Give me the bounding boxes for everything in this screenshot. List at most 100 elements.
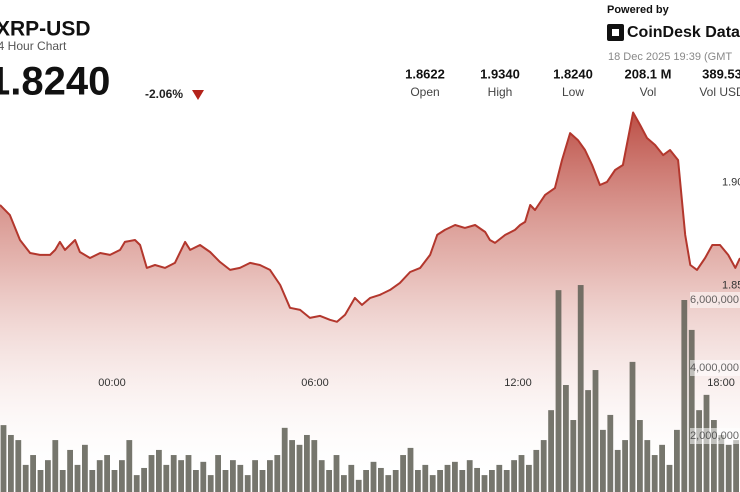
volume-bar	[156, 449, 162, 492]
subtitle: 24 Hour Chart	[0, 39, 67, 53]
volume-bar	[59, 470, 66, 492]
volume-bar	[570, 420, 577, 492]
stat-label: Open	[410, 85, 439, 99]
volume-bar	[518, 455, 525, 492]
volume-bar	[651, 455, 658, 492]
volume-bar	[126, 440, 133, 492]
volume-bar	[385, 475, 392, 492]
volume-bar	[659, 444, 665, 492]
volume-bar	[592, 370, 599, 492]
logo-icon-inner	[612, 29, 619, 36]
volume-bar	[688, 329, 695, 492]
volume-bar	[52, 440, 59, 492]
y-tick-label: 1.90	[722, 176, 740, 188]
volume-bar	[37, 470, 44, 492]
volume-bar	[696, 410, 702, 492]
stats: 1.8622 Open 1.9340 High 1.8240 Low 208.1 M Vol 3…	[405, 66, 740, 99]
volume-bar	[341, 475, 347, 492]
volume-bar	[363, 470, 369, 492]
y2-label-bg	[690, 428, 740, 444]
volume-bar	[533, 449, 540, 492]
volume-bar	[459, 470, 466, 492]
volume-bar	[8, 434, 14, 492]
volume-bar	[622, 440, 628, 492]
x-tick-label: 00:00	[98, 377, 126, 389]
volume-bar	[637, 420, 643, 492]
volume-bar	[503, 470, 510, 492]
volume-bar	[644, 440, 651, 492]
volume-bar	[104, 455, 110, 492]
volume-bar	[548, 410, 554, 492]
volume-bar	[304, 434, 310, 492]
price-area	[0, 112, 740, 492]
stat-value: 1.9340	[480, 66, 520, 81]
y2-tick-label: 4,000,000	[690, 362, 739, 374]
volume-bar	[30, 455, 36, 492]
stat-label: Low	[562, 85, 584, 99]
change: -2.06%	[145, 87, 183, 101]
volume-bar	[96, 460, 103, 492]
volume-bar	[711, 420, 717, 492]
volume-bar	[718, 434, 725, 492]
volume-bar	[392, 470, 399, 492]
stat-label: Vol USD	[699, 85, 740, 99]
volume-bar	[496, 464, 503, 492]
volume-bar	[244, 475, 251, 492]
down-arrow	[192, 90, 204, 100]
y-tick-label: 1.85	[722, 279, 740, 291]
x-tick-label: 06:00	[301, 377, 329, 389]
volume-bar	[0, 425, 7, 492]
y2-tick-label: 2,000,000	[690, 430, 739, 442]
volume-bar	[614, 449, 621, 492]
timestamp: 18 Dec 2025 19:39 (GMT	[608, 51, 732, 63]
volume-bar	[540, 440, 547, 492]
volume-bar	[318, 460, 325, 492]
x-tick-label: 12:00	[504, 377, 532, 389]
volume-bar	[555, 290, 562, 492]
volume-bar	[148, 455, 155, 492]
volume-bar	[45, 460, 51, 492]
volume-bar	[585, 390, 591, 492]
volume-bar	[333, 455, 340, 492]
volume-bar	[82, 444, 88, 492]
volume-bar	[207, 475, 214, 492]
volume-bar	[355, 479, 362, 492]
volume-bar	[577, 285, 584, 492]
volume-bar	[230, 460, 236, 492]
y2-tick-label: 6,000,000	[690, 294, 739, 306]
volume-bar	[281, 427, 288, 492]
volume-bar	[163, 464, 170, 492]
volume-bar	[326, 470, 332, 492]
volume-bar	[200, 461, 207, 492]
volume-bar	[193, 470, 199, 492]
volume-bar	[422, 464, 429, 492]
volume-bar	[185, 455, 192, 492]
logo: CoinDesk Data	[627, 24, 740, 41]
plot-area: 00:00 06:00 12:00 18:00 1.85 1.90 2,000,000 4,0…	[0, 111, 740, 492]
volume-bar	[407, 447, 414, 492]
volume-bar	[378, 467, 384, 492]
volume-bar	[311, 440, 318, 492]
volume-bar	[237, 464, 244, 492]
volume-bar	[600, 429, 606, 492]
volume-bar	[133, 475, 140, 492]
volume-bar	[452, 461, 458, 492]
volume-bar	[733, 440, 739, 492]
stat-value: 1.8240	[553, 66, 593, 81]
volume-bar	[15, 440, 22, 492]
volume-bar	[481, 475, 488, 492]
volume-bar	[296, 444, 303, 492]
volume-bar	[563, 385, 569, 492]
volume-bar	[222, 470, 229, 492]
volume-bar	[474, 467, 480, 492]
volume-bar	[215, 455, 221, 492]
volume-bar	[444, 464, 451, 492]
stat-value: 208.1 M	[625, 66, 672, 81]
powered-by: Powered by	[607, 4, 670, 16]
volume-bar	[22, 464, 29, 492]
volume-bar	[489, 470, 495, 492]
stat-label: High	[488, 85, 513, 99]
volume-bar	[74, 464, 81, 492]
volume-bar	[67, 449, 73, 492]
volume-bar	[141, 467, 147, 492]
